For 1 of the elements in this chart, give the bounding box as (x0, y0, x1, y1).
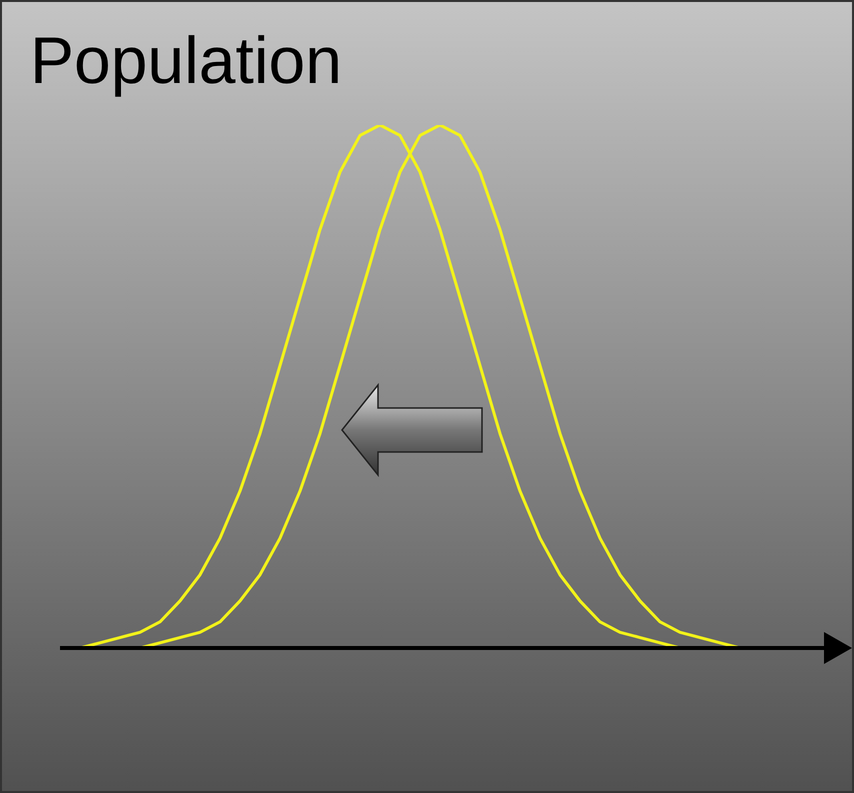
chart-title: Population (30, 23, 342, 97)
